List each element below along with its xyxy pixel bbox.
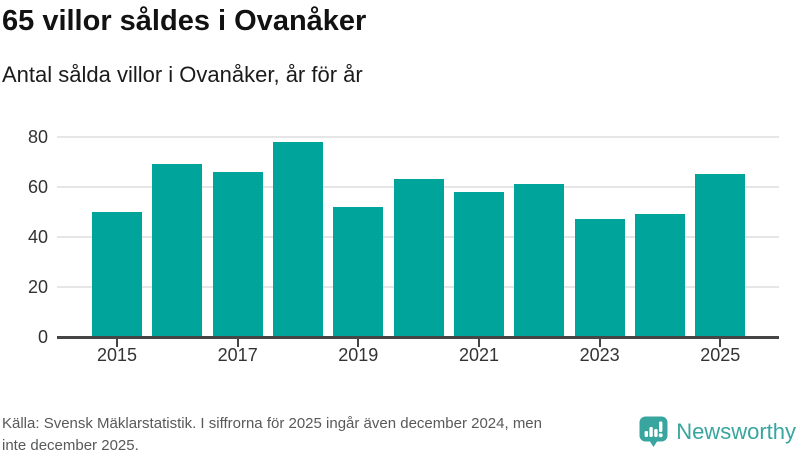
x-axis-tick-2023 [598,338,601,347]
bar-chart: 0 20 40 60 80 2015 2017 2019 2021 2023 2025 [27,127,779,365]
chart-subtitle: Antal sålda villor i Ovanåker, år för år [2,62,363,87]
bar-2023 [574,219,625,337]
x-axis-tick-2019 [357,338,360,347]
bar-2020 [393,179,444,337]
source-note-line2: inte december 2025. [2,437,139,454]
x-axis-label-2023: 2023 [579,345,620,365]
y-axis-label-40: 40 [27,227,48,247]
bar-2017 [212,171,263,337]
y-axis-label-0: 0 [37,327,48,347]
x-axis-label-2025: 2025 [700,345,741,365]
bar-2025 [695,174,746,337]
x-axis-tick-2015 [116,338,118,347]
chart-title: 65 villor såldes i Ovanåker [2,5,367,37]
bar-2022 [514,184,565,337]
x-axis-label-2019: 2019 [338,345,379,365]
source-note: Källa: Svensk Mäklarstatistik. I siffror… [2,413,542,457]
x-axis-tick-2021 [478,338,480,347]
logo-text: Newsworthy [676,418,796,444]
bar-2015 [92,211,142,337]
bar-2024 [635,214,685,337]
x-axis-label-2015: 2015 [96,345,138,365]
newsworthy-bubble-chart-icon [639,416,668,447]
newsworthy-logo: Newsworthy [639,416,796,447]
x-axis-tick-2025 [719,338,722,347]
x-axis-label-2017: 2017 [217,345,258,365]
bar-2019 [333,206,384,337]
y-axis-label-20: 20 [27,277,48,297]
y-axis-label-60: 60 [27,177,48,197]
bar-2021 [454,191,504,337]
bar-2018 [273,141,323,337]
grid-line-80 [57,136,779,138]
x-axis-line [57,335,779,339]
bar-2016 [152,164,203,337]
source-note-line1: Källa: Svensk Mäklarstatistik. I siffror… [2,415,542,432]
x-axis-label-2021: 2021 [458,345,500,365]
y-axis-label-80: 80 [27,127,48,147]
x-axis-tick-2017 [236,338,239,347]
